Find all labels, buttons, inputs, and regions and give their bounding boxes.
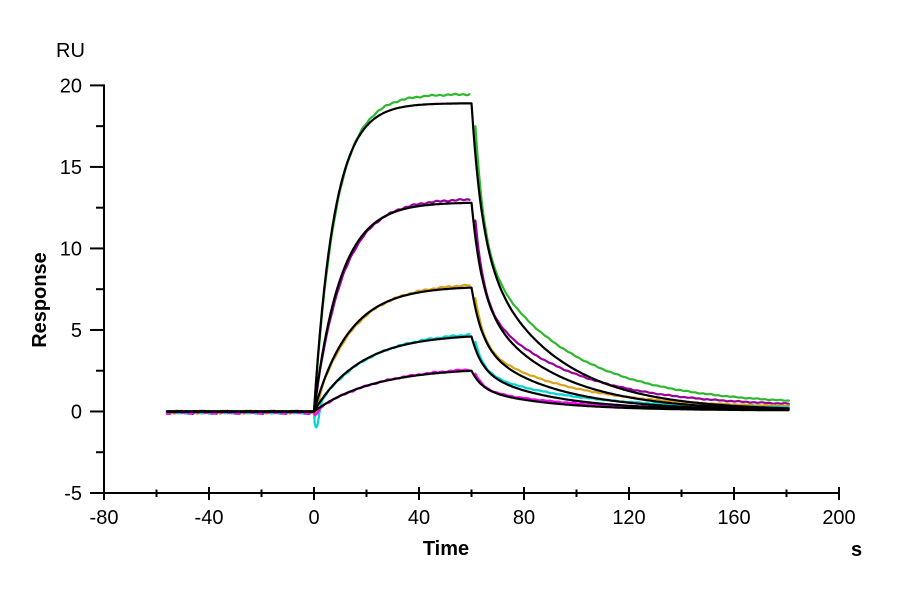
fit-curve-magenta — [165, 369, 790, 413]
data-curve-green-dissociation — [474, 125, 791, 402]
fit-curve-green — [165, 102, 790, 413]
x-axis-tick-label: 80 — [513, 507, 535, 529]
y-axis-tick-label: 10 — [60, 238, 82, 260]
x-axis-unit-label: s — [851, 539, 862, 561]
x-axis-title: Time — [423, 538, 469, 560]
x-axis-tick-label: -40 — [195, 507, 224, 529]
fit-curve-purple — [165, 201, 790, 413]
data-curve-purple-dissociation — [474, 219, 791, 405]
x-axis-tick-label: 40 — [408, 507, 430, 529]
x-axis-tick-label: 160 — [717, 507, 750, 529]
axes-layer: -80 -40 0 40 80 120 160 200 -5 0 5 10 15 20 — [60, 75, 856, 529]
y-axis-unit-label: RU — [56, 40, 85, 62]
y-axis-tick-label: 0 — [71, 401, 82, 423]
y-axis-tick-label: 5 — [71, 320, 82, 342]
x-axis-tick-label: 0 — [308, 507, 319, 529]
labels-layer: RU Response Time s — [29, 40, 862, 561]
x-axis-tick-label: -80 — [90, 507, 119, 529]
y-axis-tick-label: 15 — [60, 157, 82, 179]
y-axis-tick-label: -5 — [64, 483, 82, 505]
x-axis-tick-label: 120 — [612, 507, 645, 529]
curves-layer — [165, 92, 791, 429]
y-axis-title: Response — [29, 252, 51, 348]
x-axis-tick-label: 200 — [822, 507, 855, 529]
fit-curve-orange — [165, 286, 790, 413]
y-axis-tick-label: 20 — [60, 75, 82, 97]
